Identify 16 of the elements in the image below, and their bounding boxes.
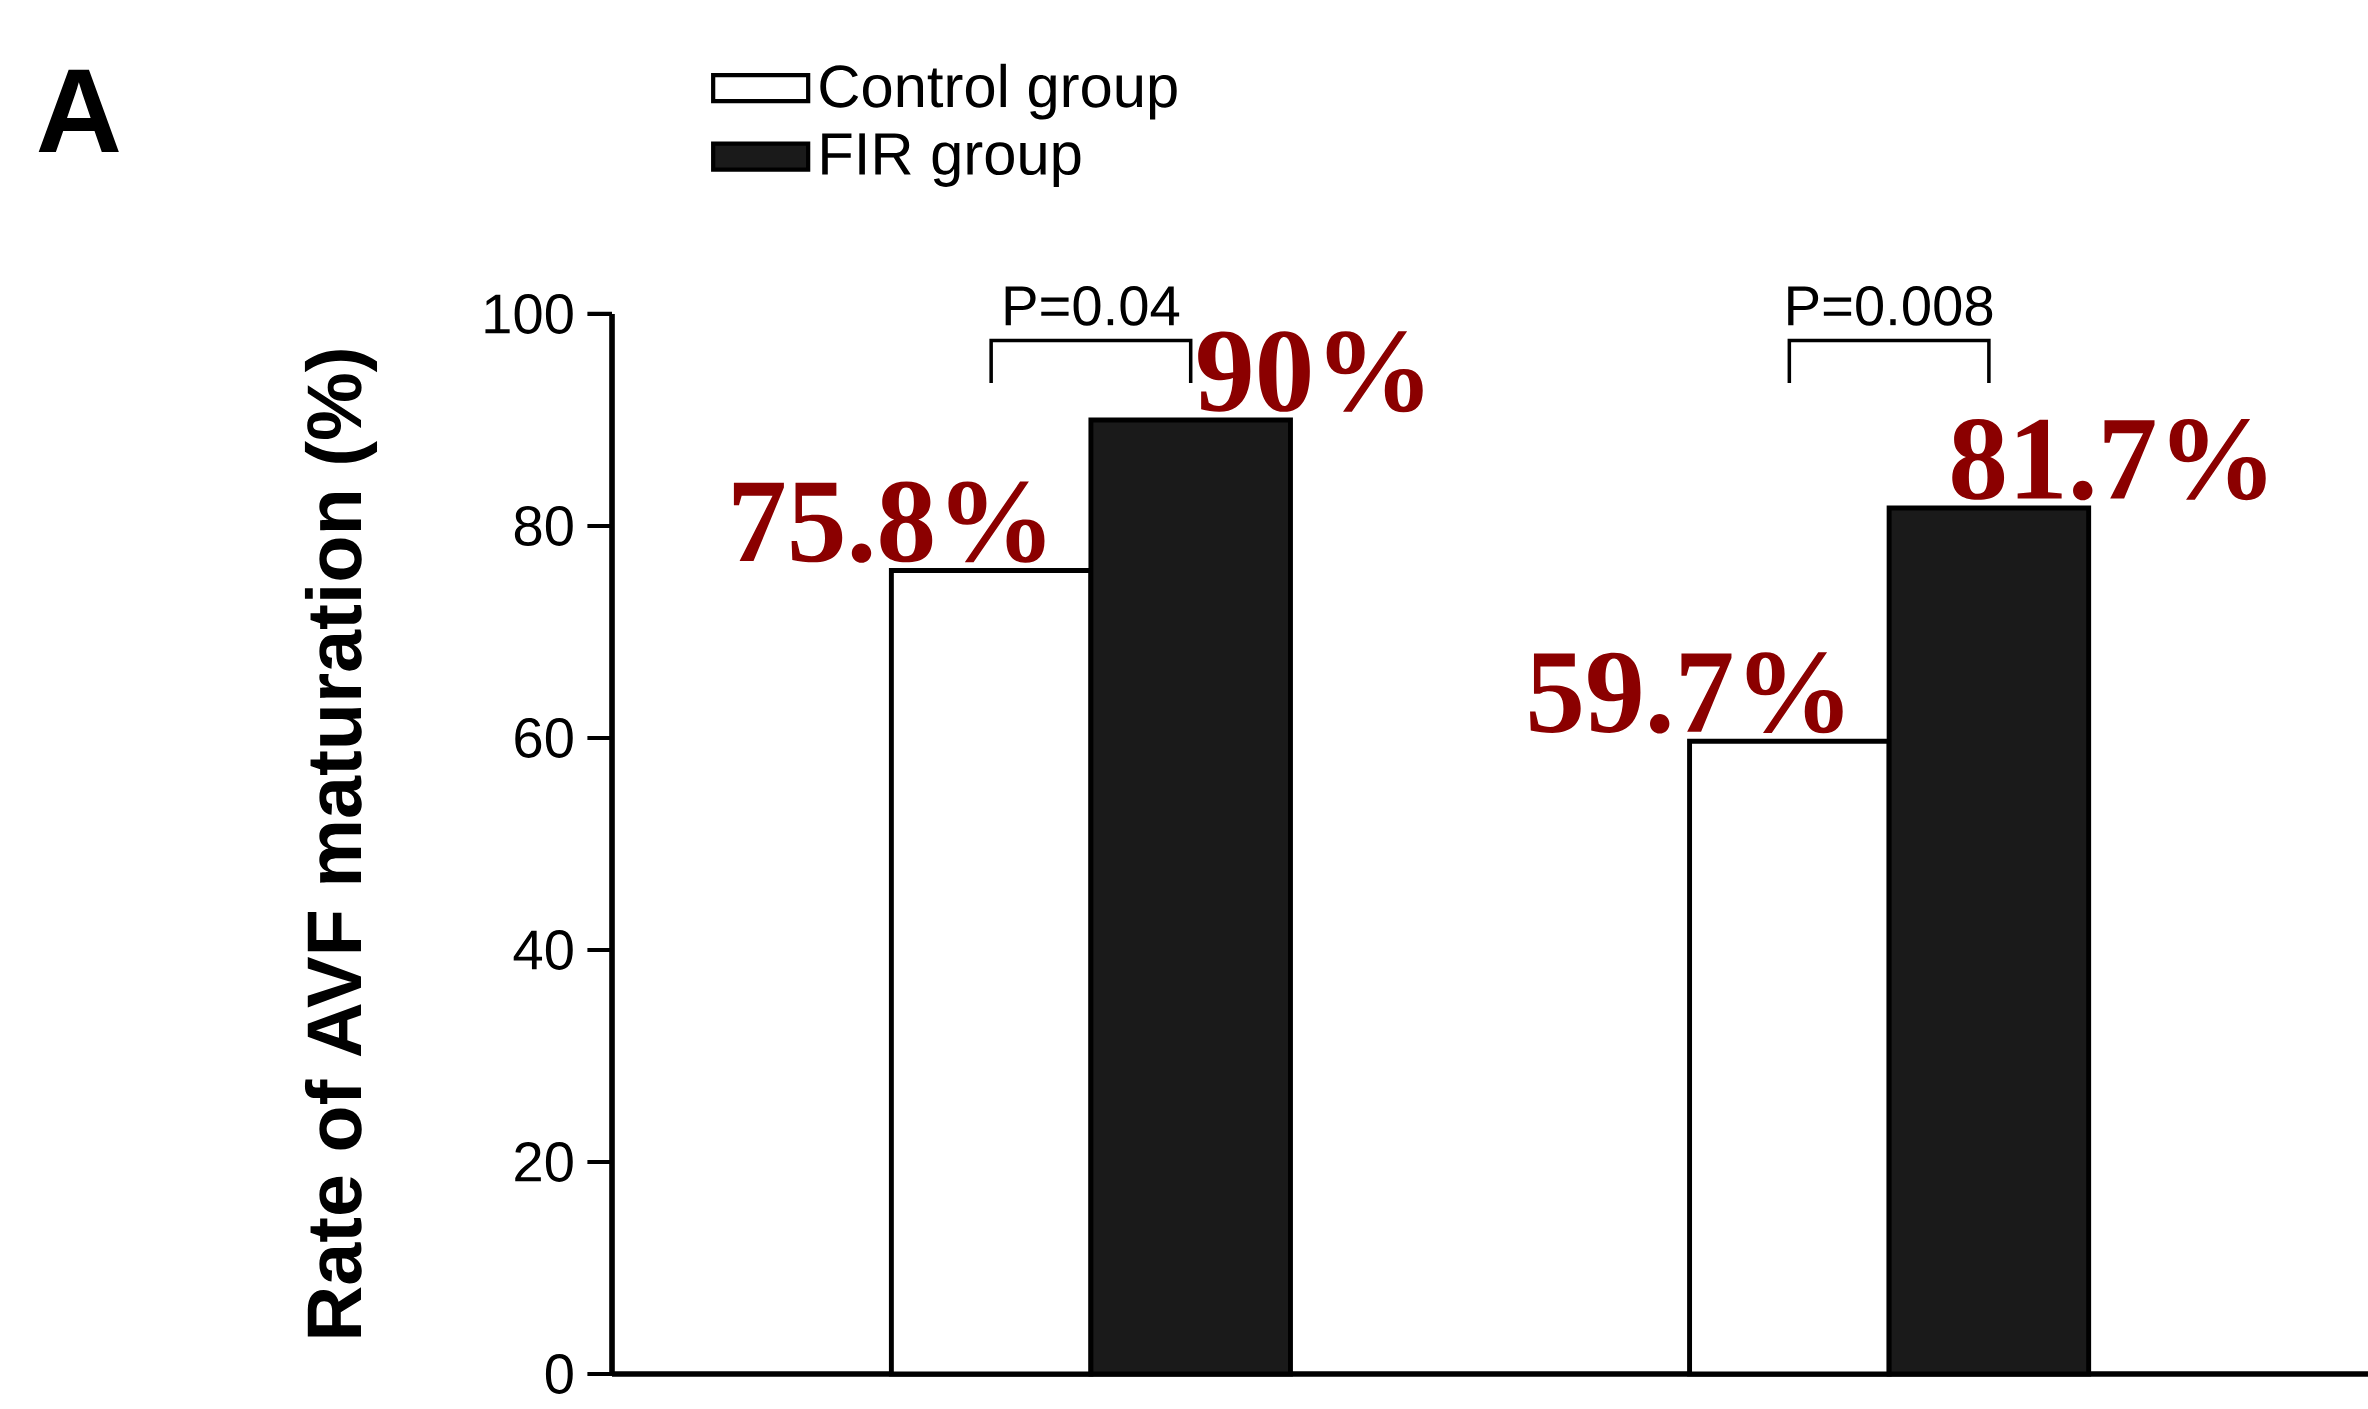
legend-label: FIR group: [822, 133, 1081, 187]
y-tick-label: 40: [513, 930, 573, 970]
y-axis-title: Rate of AVF maturation (%): [304, 350, 378, 1337]
y-tick-label: 60: [515, 718, 573, 758]
data-label: 75.8%: [733, 481, 1045, 563]
annotation: P=0.04: [1005, 285, 1180, 326]
y-tick-label: 20: [515, 1142, 573, 1182]
y-tick-label: 0: [545, 1354, 573, 1394]
data-label: 90%: [1198, 331, 1423, 413]
data-label: 81.7%: [1952, 419, 2266, 501]
y-tick-label: 80: [514, 506, 573, 546]
data-label: 59.7%: [1530, 652, 1843, 734]
annotation: P=0.008: [1788, 285, 1993, 326]
text: A: [38, 69, 119, 152]
y-tick-label: 100: [485, 294, 573, 334]
legend-label: Control group: [820, 63, 1177, 120]
